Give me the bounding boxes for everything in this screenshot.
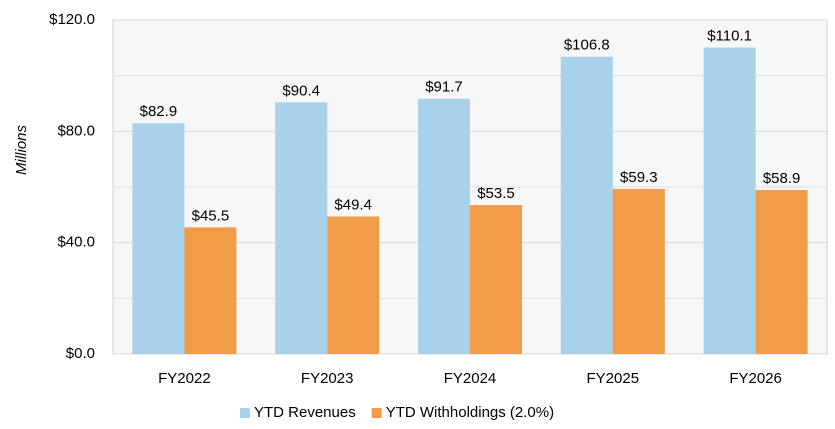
value-label: $49.4 [334, 196, 372, 213]
legend-label: YTD Withholdings (2.0%) [386, 404, 554, 421]
y-tick-label: $40.0 [57, 234, 95, 251]
legend-swatch [240, 408, 250, 418]
legend-label: YTD Revenues [254, 404, 356, 421]
value-label: $91.7 [425, 79, 463, 96]
bar [470, 205, 522, 354]
value-label: $59.3 [620, 169, 658, 186]
value-label: $82.9 [140, 103, 178, 120]
value-label: $53.5 [477, 185, 515, 202]
value-label: $106.8 [564, 37, 610, 54]
bar [327, 216, 380, 354]
bar [612, 188, 665, 354]
value-label: $110.1 [707, 28, 752, 45]
y-tick-label: $80.0 [57, 122, 95, 139]
bar [275, 102, 328, 355]
x-tick-label: FY2024 [444, 370, 497, 387]
bar [560, 56, 613, 355]
y-tick-label: $0.0 [66, 345, 95, 362]
legend-swatch [371, 408, 382, 418]
bar [418, 98, 470, 354]
bar [703, 47, 756, 355]
bar [184, 227, 237, 354]
x-tick-label: FY2022 [158, 370, 211, 387]
value-label: $58.9 [763, 170, 801, 187]
value-label: $45.5 [192, 207, 230, 224]
x-tick-label: FY2025 [587, 370, 640, 387]
x-tick-label: FY2023 [301, 370, 354, 387]
bar [755, 190, 808, 354]
y-tick-label: $120.0 [49, 11, 95, 28]
value-label: $90.4 [282, 82, 320, 99]
bar [132, 123, 185, 355]
x-tick-label: FY2026 [729, 370, 782, 387]
y-axis-label: Millions [13, 124, 30, 175]
